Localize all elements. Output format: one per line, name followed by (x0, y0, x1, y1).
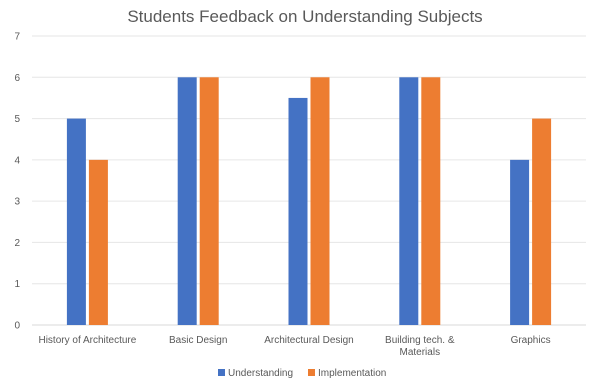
y-tick-label: 6 (14, 73, 20, 84)
x-tick-label: Architectural Design (264, 335, 353, 346)
bar-implementation-1 (199, 77, 219, 326)
x-tick-label: Building tech. & (385, 335, 455, 346)
bar-implementation-0 (88, 159, 108, 325)
y-tick-label: 1 (14, 279, 20, 290)
bar-implementation-3 (421, 77, 441, 326)
gridlines (32, 35, 586, 285)
x-tick-label: History of Architecture (38, 335, 136, 346)
y-tick-label: 4 (14, 155, 20, 166)
legend-swatch-implementation (308, 369, 315, 376)
bar-understanding-1 (177, 77, 197, 326)
y-tick-labels: 0 1 2 3 4 5 6 7 (14, 32, 20, 332)
bar-understanding-4 (510, 159, 530, 325)
chart-title: Students Feedback on Understanding Subje… (127, 7, 482, 26)
bar-understanding-3 (399, 77, 419, 326)
y-tick-label: 7 (14, 32, 20, 43)
x-category-labels: History of Architecture Basic Design Archi… (38, 335, 550, 358)
x-tick-label: Materials (400, 347, 441, 358)
x-tick-label: Graphics (511, 335, 551, 346)
y-tick-label: 0 (14, 321, 20, 332)
legend-label-implementation: Implementation (318, 368, 386, 379)
bar-implementation-2 (310, 77, 330, 326)
y-tick-label: 5 (14, 114, 20, 125)
legend: Understanding Implementation (218, 368, 386, 379)
bar-understanding-0 (66, 118, 86, 325)
bar-implementation-4 (532, 118, 552, 325)
bar-understanding-2 (288, 97, 308, 325)
legend-label-understanding: Understanding (228, 368, 293, 379)
x-tick-label: Basic Design (169, 335, 227, 346)
y-tick-label: 3 (14, 197, 20, 208)
bars (66, 77, 552, 326)
legend-swatch-understanding (218, 369, 225, 376)
y-tick-label: 2 (14, 238, 20, 249)
